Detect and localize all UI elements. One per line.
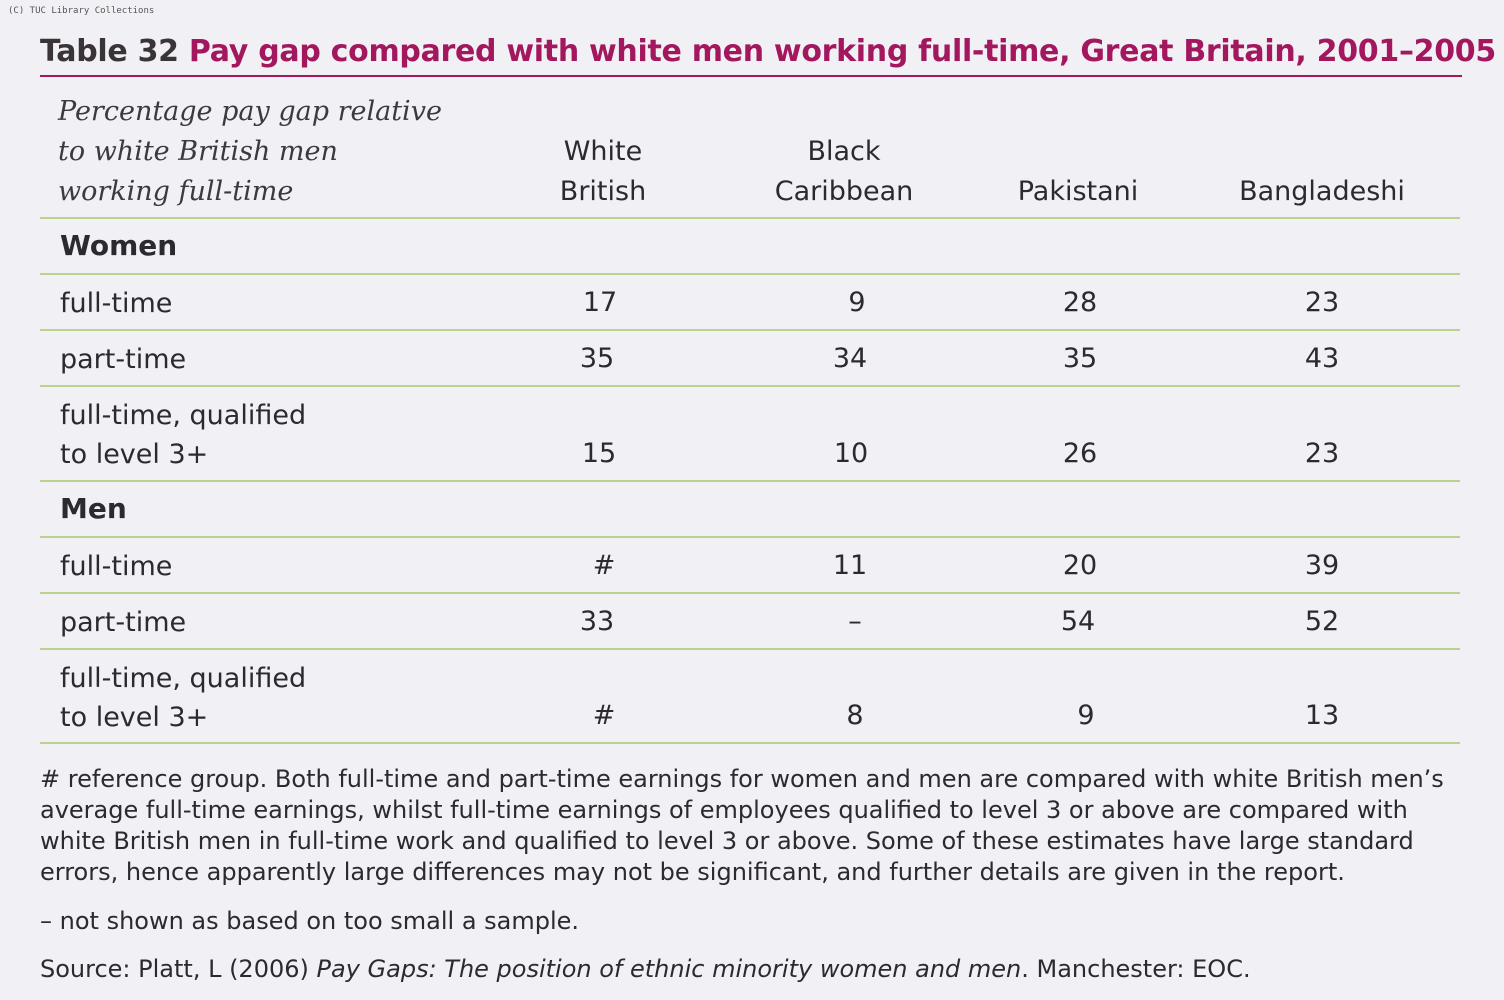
table-cell: 33 xyxy=(579,606,615,637)
header-note: Percentage pay gap relative to white Bri… xyxy=(58,92,442,212)
header-note-line: to white British men xyxy=(58,136,338,167)
table-cell: 10 xyxy=(833,438,869,469)
table-cell: 39 xyxy=(1304,550,1340,581)
section-label-women: Women xyxy=(60,229,178,262)
pay-gap-table: Percentage pay gap relative to white Bri… xyxy=(40,0,1460,1000)
table-rule xyxy=(40,385,1460,387)
column-header-line: Caribbean xyxy=(774,176,914,207)
table-title: Table 32 Pay gap compared with white men… xyxy=(40,34,1496,69)
row-label-men-full-time-qualified: full-time, qualified to level 3+ xyxy=(60,659,306,737)
table-number: Table 32 xyxy=(40,34,179,69)
footnote-reference-text: # reference group. Both full-time and pa… xyxy=(40,765,1444,886)
column-header-line: Bangladeshi xyxy=(1239,176,1405,207)
row-label-line: full-time, qualified xyxy=(60,663,307,694)
table-rule xyxy=(40,217,1460,219)
source-suffix: . Manchester: EOC. xyxy=(1021,955,1251,983)
row-label-line: full-time xyxy=(60,551,173,582)
table-cell: – xyxy=(848,606,862,637)
column-header-line xyxy=(998,132,1158,172)
column-header-line xyxy=(1227,132,1417,172)
header-note-line: Percentage pay gap relative xyxy=(58,96,442,127)
table-cell: 26 xyxy=(1062,438,1098,469)
watermark: (C) TUC Library Collections xyxy=(8,6,155,16)
footnote-dash: – not shown as based on too small a samp… xyxy=(40,906,1460,937)
table-cell: 17 xyxy=(582,287,618,318)
row-label-line: part-time xyxy=(60,607,187,638)
column-header-white-british: White British xyxy=(523,132,683,212)
row-label-men-full-time: full-time xyxy=(60,547,172,586)
column-header-line: Pakistani xyxy=(1017,176,1139,207)
source-citation-text: Source: Platt, L (2006) Pay Gaps: The po… xyxy=(40,954,1460,985)
table-cell: 54 xyxy=(1060,606,1096,637)
table-rule xyxy=(40,592,1460,594)
column-header-line: British xyxy=(559,176,647,207)
footnote-reference-group: # reference group. Both full-time and pa… xyxy=(40,764,1460,888)
column-header-line: White xyxy=(563,136,643,167)
column-header-pakistani: Pakistani xyxy=(998,132,1158,212)
table-rule xyxy=(40,536,1460,538)
table-rule xyxy=(40,742,1460,744)
row-label-women-part-time: part-time xyxy=(60,340,186,379)
table-cell: 11 xyxy=(832,550,868,581)
row-label-men-part-time: part-time xyxy=(60,603,186,642)
table-cell: 28 xyxy=(1062,287,1098,318)
table-cell: 52 xyxy=(1304,606,1340,637)
table-rule xyxy=(40,648,1460,650)
source-citation: Source: Platt, L (2006) Pay Gaps: The po… xyxy=(40,954,1460,985)
table-cell: # xyxy=(592,700,616,731)
table-cell: 34 xyxy=(832,343,868,374)
section-label-men: Men xyxy=(60,492,127,525)
table-cell: 9 xyxy=(848,287,866,318)
table-title-text: Pay gap compared with white men working … xyxy=(188,34,1496,69)
source-prefix: Source: Platt, L (2006) xyxy=(40,955,317,983)
row-label-women-full-time-qualified: full-time, qualified to level 3+ xyxy=(60,396,306,474)
column-header-line: Black xyxy=(807,136,881,167)
row-label-line: to level 3+ xyxy=(60,439,209,470)
table-cell: 13 xyxy=(1304,700,1340,731)
table-cell: 20 xyxy=(1062,550,1098,581)
row-label-line: full-time, qualified xyxy=(60,400,307,431)
row-label-line: part-time xyxy=(60,344,187,375)
row-label-women-full-time: full-time xyxy=(60,284,172,323)
row-label-line: to level 3+ xyxy=(60,702,209,733)
table-cell: 23 xyxy=(1304,438,1340,469)
table-cell: 23 xyxy=(1304,287,1340,318)
table-rule xyxy=(40,480,1460,482)
table-cell: # xyxy=(592,550,616,581)
footnote-dash-text: – not shown as based on too small a samp… xyxy=(40,907,580,935)
table-cell: 35 xyxy=(1062,343,1098,374)
table-rule xyxy=(40,329,1460,331)
column-header-black-caribbean: Black Caribbean xyxy=(754,132,934,212)
column-header-bangladeshi: Bangladeshi xyxy=(1227,132,1417,212)
source-title: Pay Gaps: The position of ethnic minorit… xyxy=(316,955,1022,983)
header-note-line: working full-time xyxy=(58,176,294,207)
title-rule xyxy=(40,75,1462,77)
table-cell: 9 xyxy=(1077,700,1095,731)
table-cell: 35 xyxy=(579,343,615,374)
table-cell: 8 xyxy=(846,700,864,731)
row-label-line: full-time xyxy=(60,288,173,319)
table-cell: 15 xyxy=(581,438,617,469)
table-cell: 43 xyxy=(1304,343,1340,374)
table-rule xyxy=(40,273,1460,275)
